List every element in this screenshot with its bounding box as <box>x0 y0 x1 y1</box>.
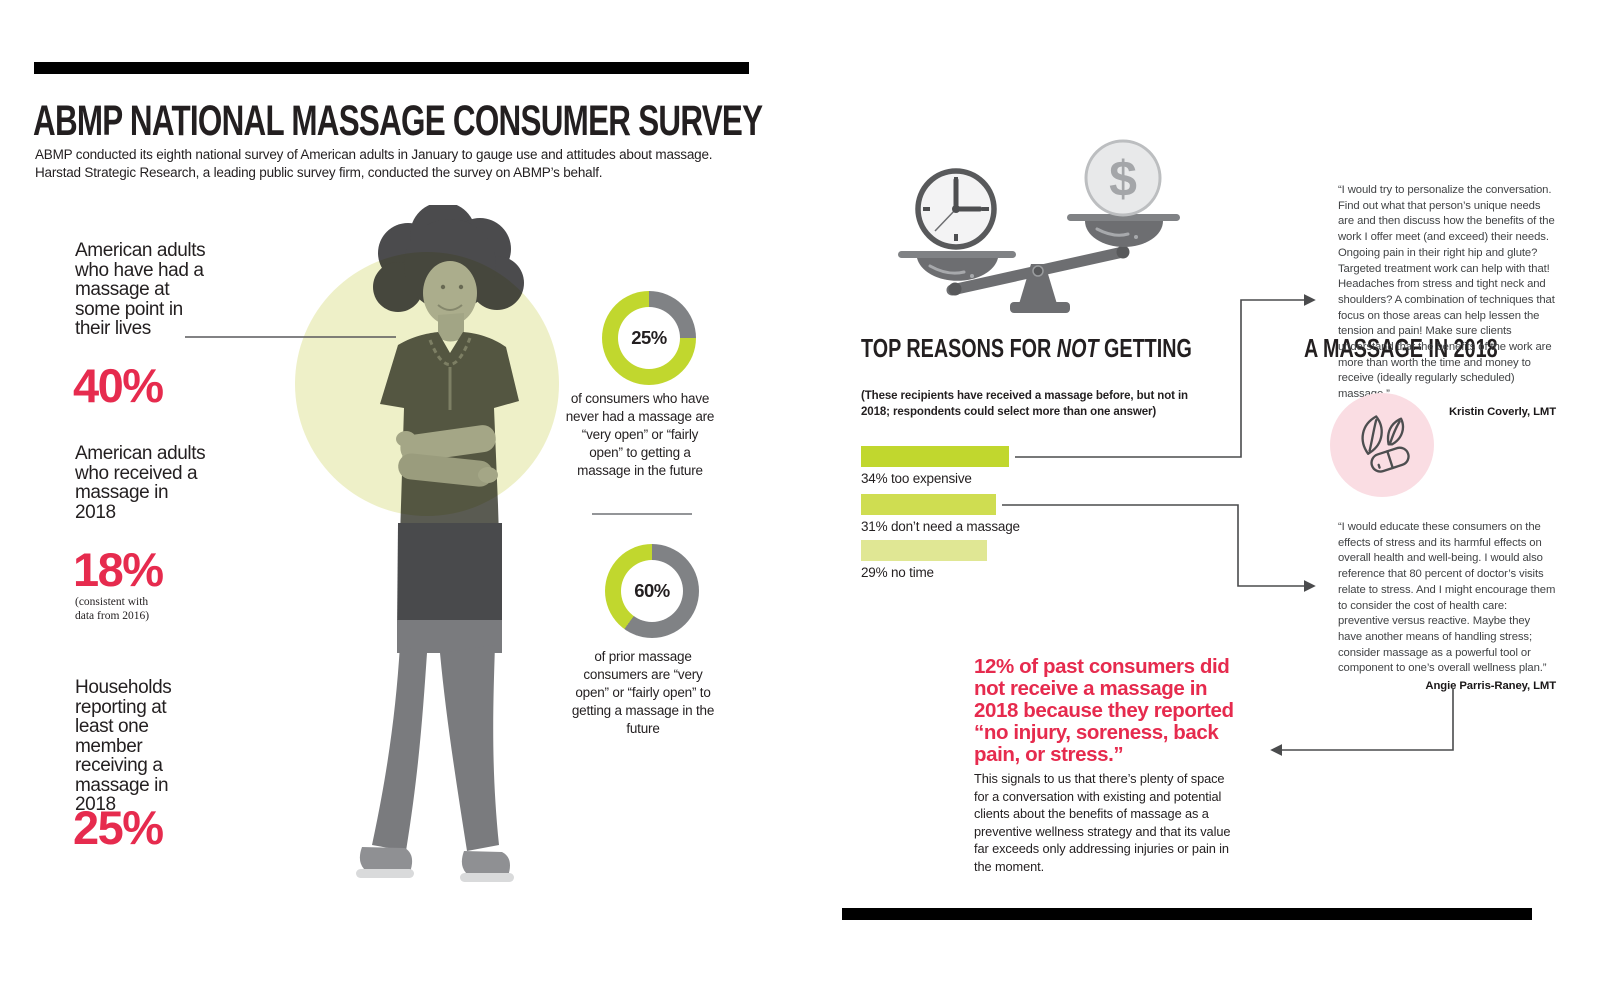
crossed-arms <box>396 425 498 487</box>
reasons-title-line2: A MASSAGE IN 2018 <box>1303 333 1498 363</box>
reasons-title: TOP REASONS FOR NOT GETTING A MASSAGE IN… <box>861 335 1558 362</box>
page-subtitle-line2: Harstad Strategic Research, a leading pu… <box>35 164 603 180</box>
smile <box>437 304 463 311</box>
page-subtitle-line1: ABMP conducted its eighth national surve… <box>35 147 713 162</box>
donut-divider-line <box>592 513 692 515</box>
dollar-coin-icon: $ <box>1084 139 1162 217</box>
reason-bar-row-1: 34% too expensive <box>861 446 1009 486</box>
stat1-value: 40% <box>73 359 164 412</box>
svg-text:$: $ <box>1109 151 1137 207</box>
bar1-to-quote1-arrow <box>1015 294 1316 458</box>
reason-bar-row-3: 29% no time <box>861 540 987 580</box>
left-eye <box>440 284 446 290</box>
quote2-text: “I would educate these consumers on the … <box>1338 521 1556 675</box>
left-pan <box>898 251 1016 296</box>
stat2-value: 18% <box>73 543 164 596</box>
reasons-subtitle: (These recipients have received a massag… <box>861 390 1188 418</box>
callout-block: 12% of past consumers did not receive a … <box>974 656 1238 876</box>
reasons-title-pre: TOP REASONS FOR <box>861 333 1057 363</box>
quote1-text: “I would try to personalize the conversa… <box>1338 184 1555 401</box>
donut-chart-never-had-massage: 25% <box>602 291 696 385</box>
top-black-rule <box>34 62 749 74</box>
fulcrum <box>1010 264 1070 313</box>
necklace <box>428 337 472 366</box>
page-subtitle: ABMP conducted its eighth national surve… <box>35 146 713 181</box>
sneakers <box>356 847 514 882</box>
quote-kristin-coverly: “I would try to personalize the conversa… <box>1338 183 1556 421</box>
stat2-note: (consistent with data from 2016) <box>75 596 150 622</box>
bar2-to-quote2-arrow <box>1002 504 1316 592</box>
bar-dont-need-massage <box>861 494 996 515</box>
donut1-caption: of consumers who have never had a massag… <box>565 391 715 478</box>
shirt-lower <box>397 523 502 635</box>
reason-bar-row-2: 31% don’t need a massage <box>861 494 1020 534</box>
stat3-label: Households reporting at least one member… <box>75 677 172 815</box>
reasons-title-italic: NOT <box>1056 333 1099 363</box>
stat1-label: American adults who have had a massage a… <box>75 240 206 339</box>
stat2-label: American adults who received a massage i… <box>75 443 206 523</box>
face <box>423 261 477 325</box>
stat3-value: 25% <box>73 801 164 854</box>
leaf-pill-icon <box>1361 415 1410 473</box>
neck <box>438 313 464 342</box>
bar-too-expensive <box>861 446 1009 467</box>
right-eye <box>458 284 464 290</box>
right-pan <box>1067 214 1180 259</box>
bar-label-dont-need-massage: 31% don’t need a massage <box>861 519 1020 534</box>
quote2-attribution: Angie Parris-Raney, LMT <box>1425 680 1556 693</box>
jeans <box>372 620 502 851</box>
balance-scale-icon: $ <box>898 139 1180 313</box>
bottom-black-rule <box>842 908 1532 920</box>
quote2-to-callout-arrow <box>1270 688 1454 756</box>
bar-label-too-expensive: 34% too expensive <box>861 471 972 486</box>
bar-label-no-time: 29% no time <box>861 565 934 580</box>
woman-photo-illustration <box>356 205 524 882</box>
bar-no-time <box>861 540 987 561</box>
donut1-center-label: 25% <box>618 307 680 369</box>
quote1-attribution: Kristin Coverly, LMT <box>1448 405 1556 418</box>
page-title: ABMP NATIONAL MASSAGE CONSUMER SURVEY <box>33 97 763 145</box>
reasons-title-post: GETTING <box>1098 333 1192 363</box>
callout-highlight: 12% of past consumers did not receive a … <box>974 655 1234 766</box>
quote-angie-parris-raney: “I would educate these consumers on the … <box>1338 520 1556 695</box>
clock-icon <box>915 168 997 250</box>
donut-chart-prior-consumers: 60% <box>605 544 699 638</box>
callout-body: This signals to us that there’s plenty o… <box>974 771 1231 874</box>
donut2-center-label: 60% <box>621 560 683 622</box>
wellness-badge <box>1330 393 1434 497</box>
donut2-caption: of prior massage consumers are “very ope… <box>571 649 715 736</box>
